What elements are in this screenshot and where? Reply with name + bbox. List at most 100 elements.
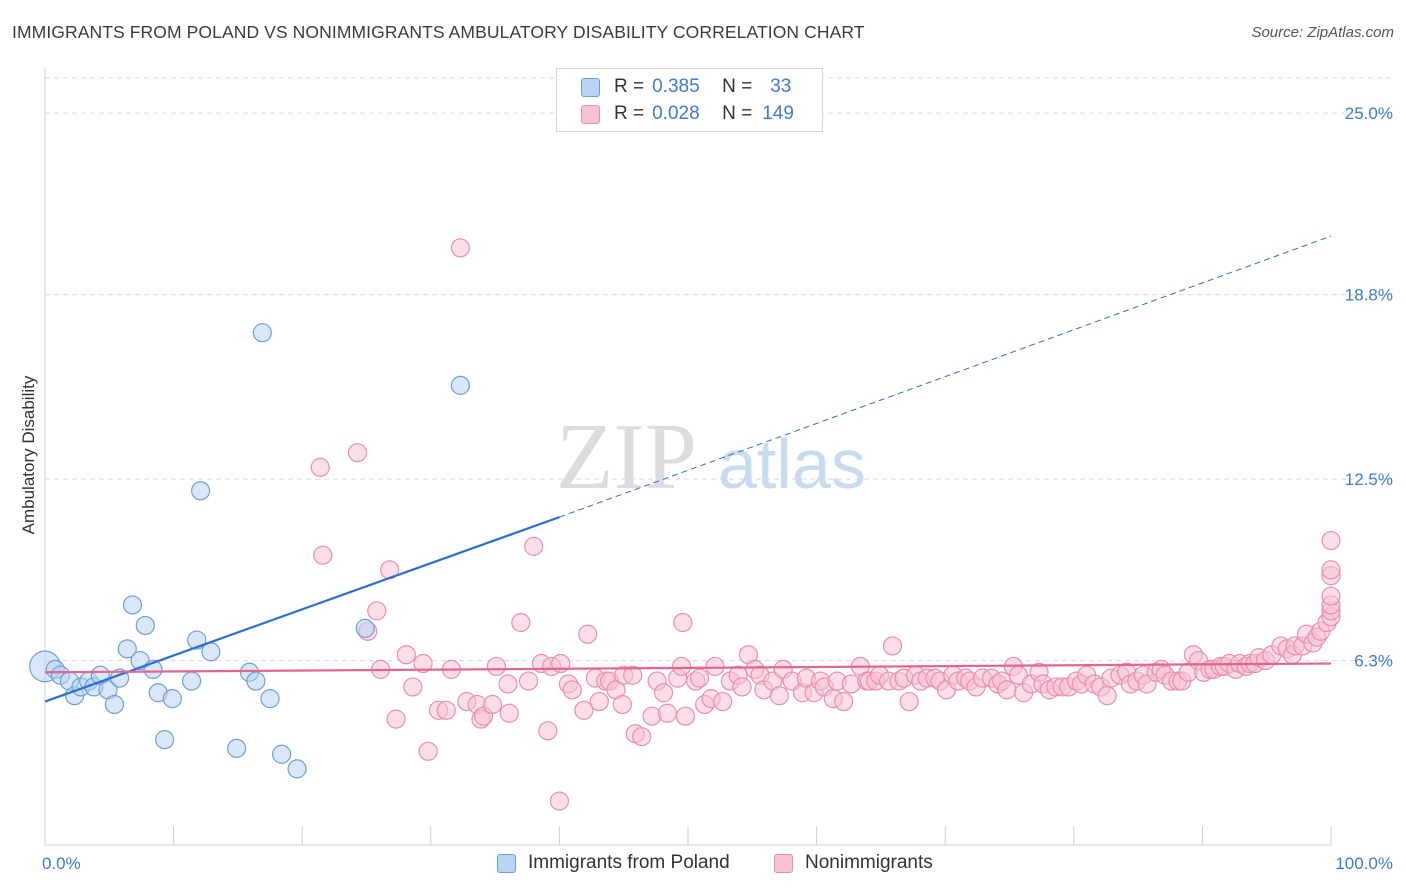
poland-point-22 [191, 481, 211, 501]
nonimmigrants-point-9 [403, 677, 423, 697]
immigrants-from-poland-series [29, 323, 470, 779]
legend-n-value: 149 [762, 103, 794, 124]
bottom-legend-poland: Immigrants from Poland [497, 852, 730, 874]
chart-title: IMMIGRANTS FROM POLAND VS NONIMMIGRANTS … [12, 22, 865, 42]
legend: R = 0.385 N = 33 R = 0.028 N = 149 [556, 68, 823, 132]
nonimmigrants-point-11 [418, 741, 438, 761]
chart-source: Source: ZipAtlas.com [1251, 24, 1394, 41]
legend-r-label: R = [614, 103, 645, 124]
grid-lines [45, 77, 1395, 662]
poland-point-13 [122, 595, 143, 615]
legend-r-value: 0.028 [652, 103, 700, 124]
x-tick-labels: 0.0% 100.0% [42, 854, 1393, 873]
nonimmigrants-point-30 [549, 791, 570, 811]
nonimmigrants-point-121 [1097, 686, 1117, 706]
nonimmigrants-point-20 [482, 694, 503, 715]
nonimmigrants-point-48 [653, 683, 674, 703]
poland-point-31 [355, 618, 375, 638]
poland-point-27 [252, 323, 272, 343]
nonimmigrants-point-62 [732, 677, 752, 697]
poland-point-18 [154, 730, 175, 750]
nonimmigrants-point-28 [538, 721, 558, 741]
y-tick-label-2: 18.8% [1345, 286, 1393, 305]
nonimmigrants-series [310, 238, 1341, 811]
y-tick-label-0: 6.3% [1354, 652, 1393, 671]
poland-point-20 [182, 671, 202, 691]
nonimmigrants-point-4 [367, 601, 387, 621]
nonimmigrants-point-35 [578, 624, 598, 644]
nonimmigrants-point-168 [1321, 530, 1341, 551]
nonimmigrants-point-21 [486, 656, 506, 677]
poland-point-28 [260, 689, 280, 709]
nonimmigrants-point-52 [673, 612, 693, 633]
nonimmigrants-point-1 [313, 545, 333, 565]
nonimmigrants-point-33 [562, 680, 582, 700]
bottom-legend-nonimmigrants: Nonimmigrants [774, 852, 933, 874]
nonimmigrants-point-7 [386, 709, 406, 729]
nonimmigrants-point-37 [589, 691, 609, 712]
bottom-legend-swatch-poland [497, 853, 516, 873]
poland-trend-extension [559, 235, 1332, 518]
legend-row-poland: R = 0.385 N = 33 [581, 75, 791, 99]
legend-row-nonimmigrants: R = 0.028 N = 149 [581, 102, 794, 126]
legend-r-label: R = [614, 76, 645, 97]
poland-point-15 [135, 615, 155, 636]
nonimmigrants-point-51 [671, 656, 692, 677]
nonimmigrants-point-34 [574, 700, 594, 720]
nonimmigrants-point-86 [882, 636, 903, 656]
nonimmigrants-point-8 [396, 645, 416, 665]
watermark: ZIP atlas [556, 405, 866, 509]
nonimmigrants-point-2 [347, 443, 368, 463]
watermark-atlas: atlas [718, 425, 866, 503]
nonimmigrants-point-53 [675, 706, 696, 726]
legend-n-label: N = [722, 103, 753, 124]
nonimmigrants-point-165 [1321, 586, 1341, 606]
nonimmigrants-point-55 [689, 668, 710, 688]
nonimmigrants-point-0 [310, 457, 330, 477]
poland-point-10 [104, 694, 125, 715]
legend-n-value: 33 [770, 76, 792, 97]
watermark-zip: ZIP [556, 405, 697, 509]
nonimmigrants-point-167 [1321, 560, 1341, 580]
nonimmigrants-point-45 [632, 727, 652, 747]
nonimmigrants-point-43 [623, 665, 643, 685]
nonimmigrants-point-105 [997, 680, 1017, 700]
poland-point-24 [227, 738, 247, 758]
legend-n-label: N = [722, 76, 753, 97]
bottom-legend-label-poland: Immigrants from Poland [528, 852, 730, 873]
y-tick-label-3: 25.0% [1345, 104, 1393, 123]
nonimmigrants-point-23 [499, 703, 519, 723]
legend-swatch-poland [581, 77, 600, 97]
nonimmigrants-point-25 [518, 671, 539, 691]
poland-point-30 [287, 759, 307, 779]
nonimmigrants-trend-line [44, 662, 1332, 674]
legend-swatch-nonimmigrants [581, 104, 600, 124]
legend-r-value: 0.385 [652, 76, 700, 97]
nonimmigrants-point-58 [705, 656, 725, 677]
nonimmigrants-point-15 [450, 238, 470, 258]
nonimmigrants-point-49 [657, 703, 678, 723]
poland-point-19 [162, 689, 182, 709]
nonimmigrants-point-22 [498, 674, 518, 694]
axes [44, 68, 1332, 846]
y-axis-label: Ambulatory Disability [19, 375, 38, 534]
nonimmigrants-point-26 [524, 536, 544, 556]
poland-point-29 [272, 744, 292, 764]
poland-point-26 [246, 671, 266, 691]
trend-lines [44, 235, 1332, 703]
nonimmigrants-point-41 [612, 694, 633, 715]
poland-point-12 [117, 639, 137, 659]
bottom-legend-swatch-nonimmigrants [774, 853, 793, 873]
nonimmigrants-point-24 [511, 612, 531, 633]
x-tick-label-0: 0.0% [42, 854, 81, 873]
y-tick-label-1: 12.5% [1345, 470, 1393, 489]
nonimmigrants-point-10 [413, 653, 433, 674]
y-tick-labels: 6.3% 12.5% 18.8% 25.0% [1345, 104, 1393, 670]
nonimmigrants-point-78 [834, 691, 854, 712]
nonimmigrants-point-59 [713, 691, 733, 712]
nonimmigrants-point-13 [436, 700, 456, 720]
bottom-legend-label-nonimmigrants: Nonimmigrants [805, 852, 933, 873]
x-tick-label-1: 100.0% [1335, 854, 1393, 873]
nonimmigrants-point-89 [899, 691, 919, 712]
